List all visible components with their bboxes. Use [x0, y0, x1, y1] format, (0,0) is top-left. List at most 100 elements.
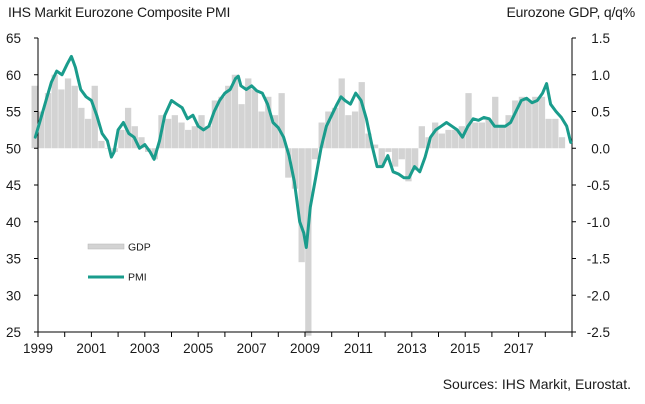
- gdp-bar: [465, 93, 472, 149]
- gdp-bar: [532, 96, 539, 149]
- gdp-bar: [345, 115, 352, 149]
- gdp-bar: [38, 111, 45, 149]
- gdp-bar: [271, 115, 279, 149]
- gdp-bar: [418, 126, 425, 149]
- gdp-bar: [218, 96, 225, 149]
- gdp-bar: [231, 74, 239, 149]
- gdp-bar: [398, 148, 405, 160]
- chart-title-left: IHS Markit Eurozone Composite PMI: [8, 4, 231, 20]
- gdp-bar: [178, 122, 185, 149]
- left-axis-tick-label: 40: [6, 215, 21, 230]
- chart-legend: GDP PMI: [87, 242, 151, 284]
- left-axis-tick-label: 60: [6, 68, 21, 83]
- gdp-bar: [445, 129, 452, 149]
- gdp-bar: [331, 107, 339, 149]
- gdp-bar: [285, 148, 292, 178]
- left-axis-tick-label: 30: [6, 288, 21, 303]
- gdp-bar: [525, 100, 532, 149]
- gdp-bar: [198, 115, 205, 149]
- pmi-line: [33, 54, 573, 249]
- gdp-bar: [71, 85, 78, 149]
- gdp-bar: [265, 96, 272, 149]
- gdp-bar: [492, 96, 499, 149]
- gdp-bar: [171, 115, 178, 149]
- gdp-bar: [185, 129, 192, 149]
- left-axis-tick-label: 25: [6, 325, 21, 340]
- gdp-bar: [365, 133, 372, 149]
- gdp-bar: [478, 122, 486, 149]
- gdp-bar: [545, 118, 552, 149]
- gdp-bar: [472, 122, 479, 149]
- left-axis-tick-label: 55: [6, 105, 21, 120]
- right-axis-tick-label: -1.5: [587, 252, 610, 267]
- right-axis-tick-label: -2.0: [587, 288, 610, 303]
- gdp-bar: [538, 96, 546, 149]
- legend-label-pmi: PMI: [128, 272, 147, 284]
- gdp-bar: [91, 85, 98, 149]
- gdp-bar: [378, 148, 385, 167]
- gdp-bar: [278, 93, 285, 149]
- gdp-bar: [98, 140, 105, 149]
- gdp-bar: [251, 89, 259, 149]
- chart-axes: 25 30 35 40 45 50 55 60 65 1.5 1.0 0.5 0.0 -0.5 -1.0 -1…: [6, 31, 610, 356]
- gdp-bar: [385, 148, 392, 152]
- x-axis-tick-label: 2009: [290, 341, 320, 356]
- gdp-bar: [205, 126, 212, 149]
- gdp-bar: [558, 137, 566, 149]
- gdp-bar: [258, 111, 265, 149]
- chart-title-right: Eurozone GDP, q/q%: [506, 4, 636, 20]
- x-axis-tick-label: 2017: [504, 341, 534, 356]
- gdp-bar: [412, 148, 419, 171]
- gdp-bar: [44, 93, 52, 149]
- gdp-bar: [552, 118, 559, 149]
- gdp-bar: [51, 74, 58, 149]
- x-axis-tick-label: 2011: [344, 341, 373, 356]
- legend-swatch-gdp: [87, 243, 125, 250]
- gdp-bar: [165, 118, 172, 149]
- gdp-bar: [485, 118, 492, 149]
- right-axis-tick-label: -0.5: [587, 178, 610, 193]
- gdp-bar: [512, 100, 519, 149]
- gdp-bar: [371, 144, 379, 149]
- x-axis-tick-label: 2013: [397, 341, 427, 356]
- gdp-bar: [358, 82, 365, 149]
- right-axis-tick-label: 0.5: [591, 105, 610, 120]
- pmi-line-layer: [33, 54, 573, 249]
- gdp-bar: [432, 122, 439, 149]
- gdp-bar: [452, 129, 459, 149]
- gdp-bar: [351, 111, 359, 149]
- gdp-bar: [325, 111, 332, 149]
- gdp-bar: [405, 148, 412, 182]
- x-axis-tick-label: 2015: [450, 341, 480, 356]
- x-axis-tick-label: 2003: [130, 341, 160, 356]
- right-axis-tick-label: 1.5: [591, 31, 610, 46]
- gdp-bar: [505, 115, 512, 149]
- gdp-bar: [31, 85, 38, 149]
- x-axis-tick-label: 1999: [23, 341, 53, 356]
- gdp-bar: [64, 78, 72, 149]
- x-axis-tick-label: 2005: [183, 341, 213, 356]
- gdp-bar: [311, 148, 319, 160]
- gdp-bar: [118, 129, 125, 149]
- gdp-bar: [225, 85, 232, 149]
- gdp-bar: [78, 107, 85, 149]
- gdp-bar: [245, 78, 252, 149]
- gdp-bar: [191, 126, 198, 149]
- gdp-bars: [31, 74, 566, 336]
- gdp-bar: [438, 133, 445, 149]
- gdp-bar: [318, 122, 325, 149]
- gdp-bar: [498, 126, 506, 149]
- gdp-bar: [238, 104, 245, 149]
- legend-label-gdp: GDP: [128, 242, 151, 254]
- gdp-bar: [124, 107, 132, 149]
- right-axis-tick-label: -2.5: [587, 325, 610, 340]
- gdp-bar: [84, 118, 92, 149]
- right-axis-tick-label: -1.0: [587, 215, 610, 230]
- gdp-bar: [138, 137, 145, 149]
- gdp-bar: [518, 96, 526, 149]
- gdp-bar: [298, 148, 305, 263]
- left-axis-tick-label: 50: [6, 141, 21, 156]
- left-axis-tick-label: 65: [6, 31, 21, 46]
- gdp-bar: [338, 78, 345, 149]
